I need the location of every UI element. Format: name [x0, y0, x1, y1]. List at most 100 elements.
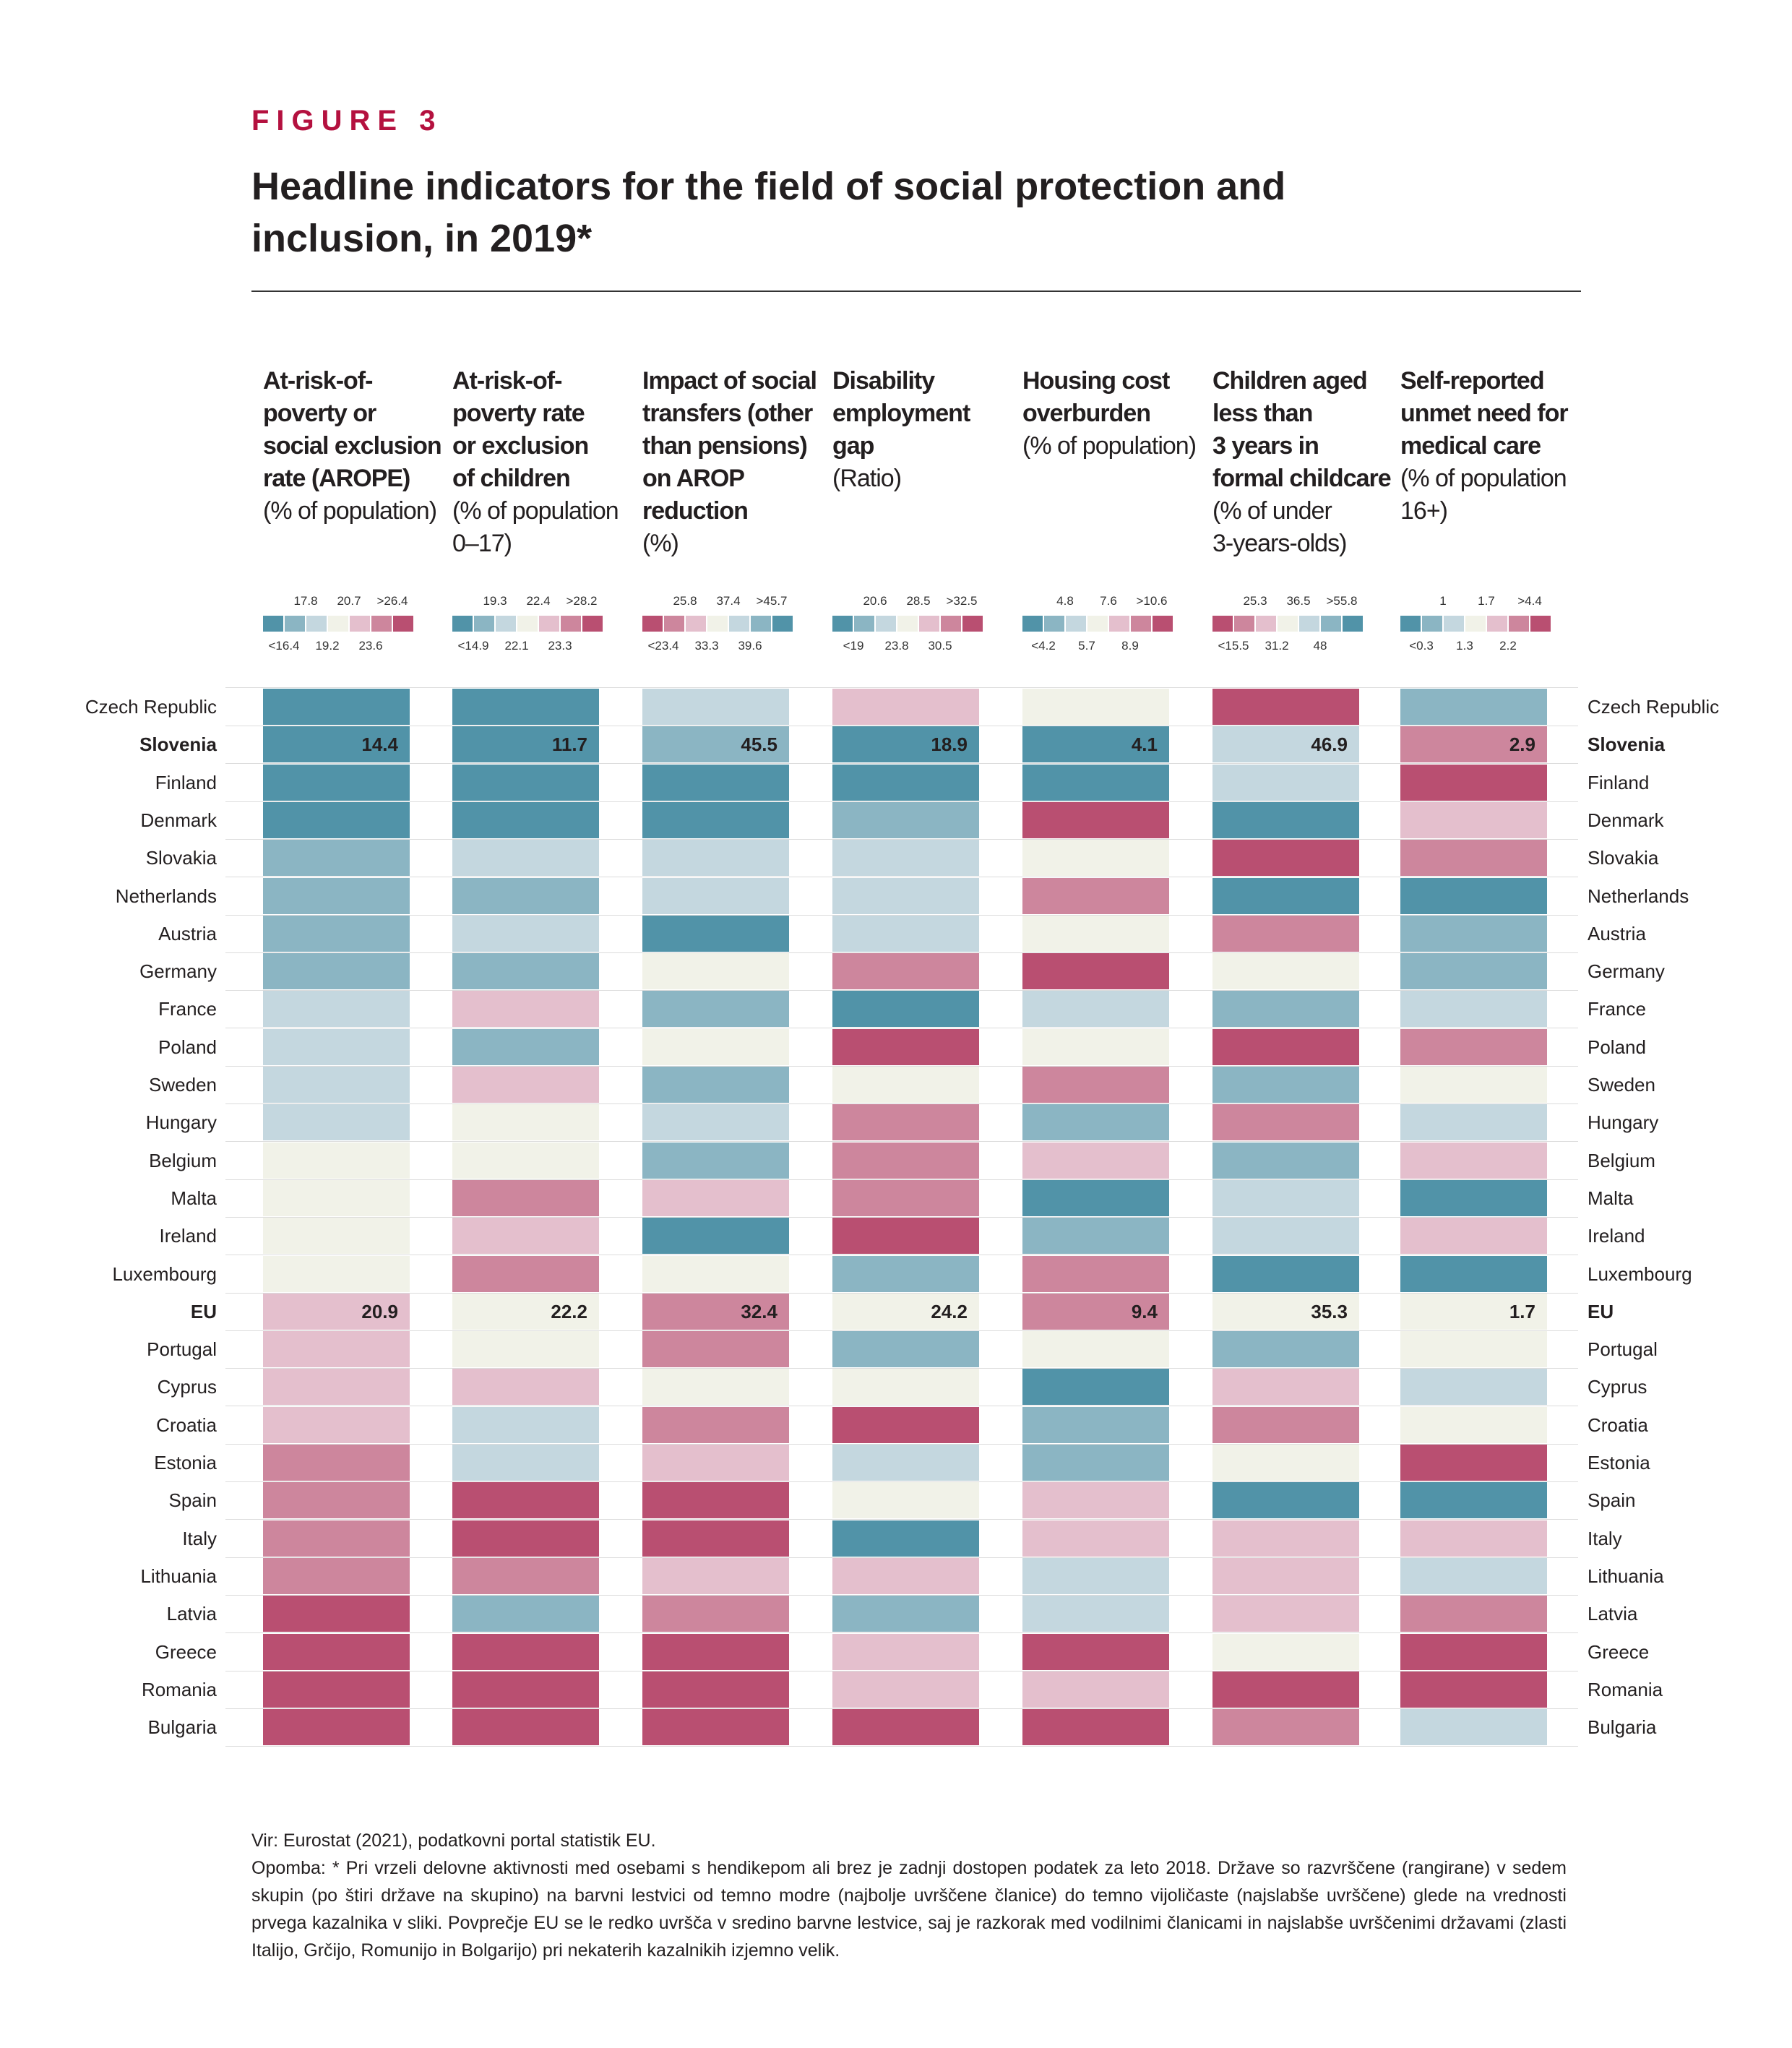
heatmap-cell — [1022, 991, 1169, 1028]
indicator-name-line: formal childcare — [1212, 465, 1392, 492]
legend-swatch — [751, 616, 771, 632]
legend-tick-label: 1.3 — [1456, 639, 1473, 653]
legend-swatch — [328, 616, 348, 632]
cell-value-label: 22.2 — [551, 1300, 587, 1322]
indicator-unit-line: (% of under — [1212, 497, 1332, 525]
legend-tick-label: >55.8 — [1326, 594, 1358, 608]
indicator-name-line: overburden — [1022, 400, 1151, 427]
row-divider — [225, 687, 1578, 688]
legend-tick-label: >10.6 — [1136, 594, 1168, 608]
legend-tick-label: 23.8 — [884, 639, 909, 653]
heatmap-cell — [832, 1369, 979, 1406]
heatmap-cell — [832, 1482, 979, 1519]
heatmap-cell — [1022, 840, 1169, 877]
country-label-left: Lithuania — [140, 1565, 217, 1587]
country-label-right: Belgium — [1588, 1149, 1655, 1171]
heatmap-cell — [1022, 1406, 1169, 1443]
heatmap-cell — [1400, 1369, 1547, 1406]
heatmap-cell — [1212, 1671, 1359, 1708]
indicator-name-line: Self-reported — [1400, 367, 1545, 395]
heatmap-cell — [263, 1406, 410, 1443]
country-label-left: Latvia — [166, 1603, 217, 1625]
country-label-left: Croatia — [156, 1414, 217, 1436]
legend-tick-label: 36.5 — [1286, 594, 1311, 608]
heatmap-cell — [642, 1557, 789, 1594]
legend-swatch — [729, 616, 749, 632]
chart-title: Headline indicators for the field of soc… — [251, 165, 1286, 260]
indicator-name-line: At-risk-of- — [452, 367, 562, 395]
cell-value-label: 20.9 — [361, 1300, 398, 1322]
country-label-right: Germany — [1588, 960, 1665, 983]
heatmap-cell: 1.7 — [1400, 1293, 1547, 1330]
heatmap-cell — [263, 1255, 410, 1292]
cell-value-label: 9.4 — [1131, 1300, 1158, 1322]
legend-swatch — [285, 616, 305, 632]
legend-tick-label: <15.5 — [1218, 639, 1249, 653]
heatmap-cell — [1212, 1067, 1359, 1103]
heatmap-cell — [452, 1445, 599, 1481]
heatmap-cell — [1212, 953, 1359, 990]
heatmap-cell — [642, 1218, 789, 1255]
heatmap-cell — [642, 764, 789, 801]
heatmap-cell — [1400, 1028, 1547, 1065]
heatmap-cell — [642, 1445, 789, 1481]
country-label-right: Italy — [1588, 1527, 1622, 1549]
heatmap-cell — [1400, 1633, 1547, 1670]
heatmap-cell — [263, 764, 410, 801]
legend-swatch — [517, 616, 538, 632]
legend-swatch — [686, 616, 706, 632]
legend-swatch — [474, 616, 494, 632]
legend-swatch — [1256, 616, 1276, 632]
heatmap-cell — [1400, 1067, 1547, 1103]
heatmap-cell — [642, 1406, 789, 1443]
heatmap-cell: 24.2 — [832, 1293, 979, 1330]
legend-tick-label: 20.6 — [863, 594, 887, 608]
row-divider — [225, 838, 1578, 840]
legend-swatch — [1153, 616, 1173, 632]
row-divider — [225, 1179, 1578, 1180]
heatmap-cell — [642, 1633, 789, 1670]
heatmap-cell — [1022, 1369, 1169, 1406]
heatmap-cell — [832, 1028, 979, 1065]
heatmap-cell — [1400, 991, 1547, 1028]
heatmap-cell — [1212, 1557, 1359, 1594]
heatmap-cell — [642, 953, 789, 990]
heatmap-cell: 14.4 — [263, 726, 410, 763]
heatmap-cell — [263, 915, 410, 952]
heatmap-cell — [1022, 1255, 1169, 1292]
heatmap-cell — [832, 689, 979, 725]
row-divider — [225, 1632, 1578, 1634]
heatmap-cell — [1400, 1331, 1547, 1368]
legend-tick-label: 20.7 — [337, 594, 361, 608]
heatmap-cell — [832, 1633, 979, 1670]
country-label-left: Spain — [168, 1489, 217, 1512]
heatmap-cell — [832, 991, 979, 1028]
heatmap-cell — [1022, 801, 1169, 838]
heatmap-cell — [1212, 1218, 1359, 1255]
row-divider — [225, 763, 1578, 765]
heatmap-cell — [832, 1596, 979, 1632]
heatmap-cell — [832, 1255, 979, 1292]
legend-swatch — [393, 616, 413, 632]
country-label-right: Malta — [1588, 1187, 1634, 1209]
note-text: Opomba: * Pri vrzeli delovne aktivnosti … — [251, 1858, 1567, 1961]
country-label-left: Malta — [171, 1187, 217, 1209]
legend-tick-label: 5.7 — [1078, 639, 1095, 653]
heatmap-cell — [452, 1255, 599, 1292]
country-label-right: Bulgaria — [1588, 1716, 1657, 1739]
heatmap-cell — [452, 1369, 599, 1406]
heatmap-cell — [832, 840, 979, 877]
indicator-name-line: less than — [1212, 400, 1313, 427]
heatmap-cell: 20.9 — [263, 1293, 410, 1330]
country-label-left: Slovakia — [145, 847, 217, 869]
heatmap-cell — [642, 1482, 789, 1519]
heatmap-cell — [1400, 689, 1547, 725]
country-label-right: Austria — [1588, 922, 1646, 945]
cell-value-label: 32.4 — [741, 1300, 777, 1322]
heatmap-cell — [452, 915, 599, 952]
heatmap-cell — [832, 1218, 979, 1255]
cell-value-label: 2.9 — [1509, 733, 1535, 756]
country-label-left: Romania — [141, 1678, 217, 1700]
country-label-right: Sweden — [1588, 1074, 1655, 1096]
indicator-header-3: Impact of social transfers (other than pen… — [642, 365, 823, 560]
